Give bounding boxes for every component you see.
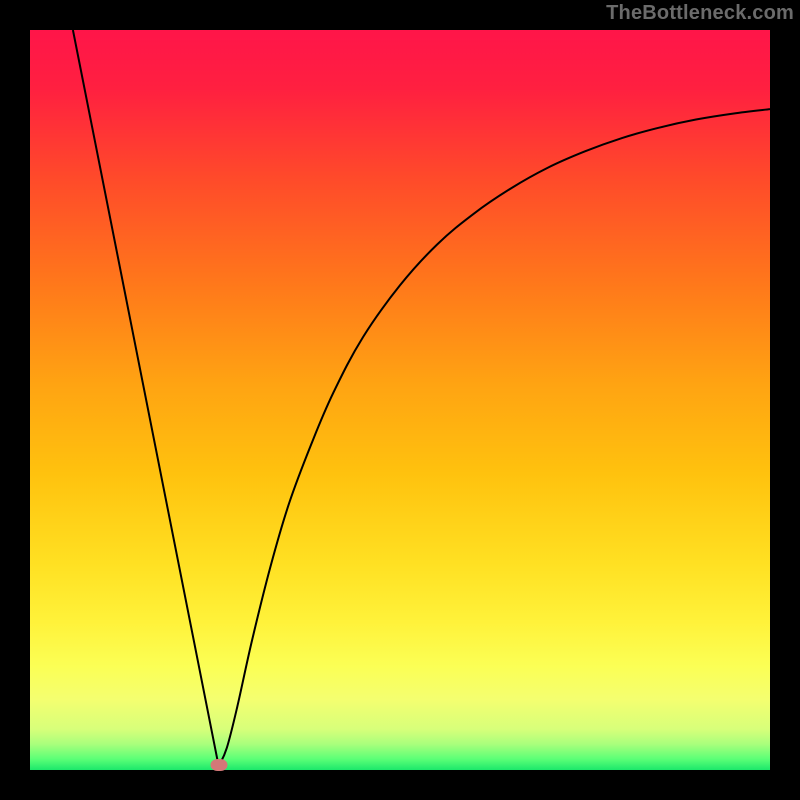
watermark-text: TheBottleneck.com [606, 2, 794, 25]
chart-container: TheBottleneck.com [0, 0, 800, 800]
optimum-marker [210, 759, 227, 771]
plot-area [30, 30, 770, 770]
curve-layer [30, 30, 770, 770]
bottleneck-curve [73, 30, 770, 766]
